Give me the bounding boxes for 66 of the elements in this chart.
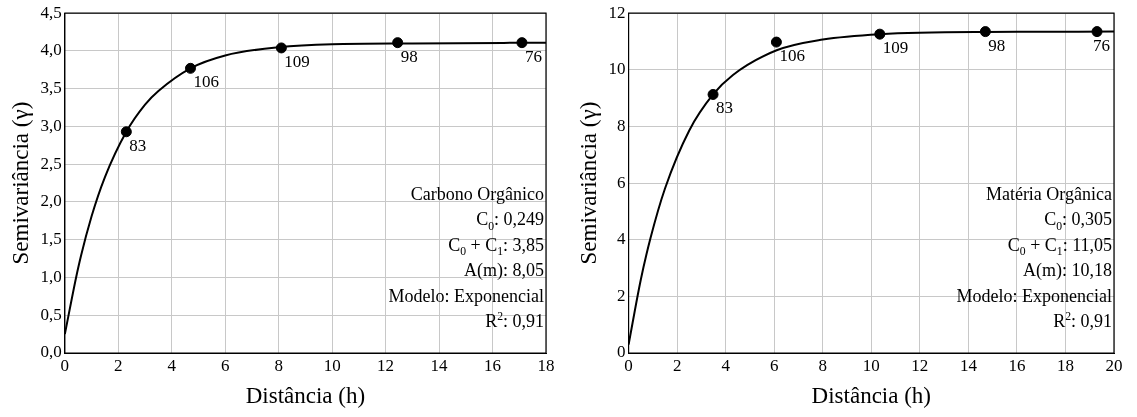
x-tick-label: 10 <box>862 355 880 375</box>
y-tick-label: 1,0 <box>40 266 62 286</box>
y-tick-label: 12 <box>608 2 626 22</box>
x-tick-label: 12 <box>911 355 929 375</box>
annotation: 98 <box>988 35 1006 55</box>
annotation: 76 <box>1093 35 1110 55</box>
point <box>707 88 719 100</box>
y-tick-label: 2,5 <box>40 153 62 173</box>
x-tick-label: 18 <box>537 355 555 375</box>
x-tick-label: 16 <box>1008 355 1026 375</box>
x-tick-label: 6 <box>220 355 230 375</box>
x-tick-label: 8 <box>274 355 283 375</box>
y-tick-label: 8 <box>617 115 626 135</box>
annotation: Modelo: Exponencial <box>388 285 545 306</box>
x-tick-label: 8 <box>818 355 828 375</box>
annotation: 83 <box>129 135 147 155</box>
y-tick-label: 4 <box>617 229 627 249</box>
annotation: 106 <box>779 46 805 66</box>
x-axis-title: Distância (h) <box>245 383 366 409</box>
x-tick-label: 6 <box>769 355 779 375</box>
annotation: Matéria Orgânica <box>985 183 1113 204</box>
x-tick-label: 12 <box>377 355 395 375</box>
x-tick-label: 20 <box>1105 355 1123 375</box>
annotation: 109 <box>882 38 909 58</box>
point <box>275 42 287 54</box>
x-axis-title: Distância (h) <box>811 383 932 409</box>
y-tick-label: 3,0 <box>40 115 62 135</box>
annotation: 76 <box>524 46 542 66</box>
x-tick-label: 2 <box>672 355 682 375</box>
y-tick-label: 2,0 <box>40 191 62 211</box>
point <box>770 36 782 48</box>
y-tick-label: 1,5 <box>40 229 62 249</box>
annotation: A(m): 10,18 <box>1023 260 1113 281</box>
annotation: A(m): 8,05 <box>464 260 545 281</box>
point <box>184 62 196 74</box>
y-tick-label: 0 <box>617 342 626 362</box>
x-tick-label: 16 <box>484 355 502 375</box>
y-axis-title: Semivariância (γ) <box>7 101 33 265</box>
point <box>516 37 528 49</box>
x-tick-label: 10 <box>323 355 341 375</box>
point <box>120 126 132 138</box>
annotation: 98 <box>400 46 418 66</box>
y-tick-label: 0,5 <box>40 304 62 324</box>
x-tick-label: 4 <box>167 355 177 375</box>
y-tick-label: 3,5 <box>40 78 62 98</box>
x-tick-label: 18 <box>1056 355 1074 375</box>
point <box>874 28 886 40</box>
annotation: Carbono Orgânico <box>410 183 544 204</box>
point <box>979 26 991 38</box>
y-tick-label: 6 <box>617 172 626 192</box>
x-tick-label: 4 <box>721 355 731 375</box>
annotation: Modelo: Exponencial <box>956 285 1113 306</box>
point <box>392 37 404 49</box>
y-tick-label: 4,0 <box>40 40 62 60</box>
annotation: 83 <box>716 98 734 118</box>
y-tick-label: 4,5 <box>40 2 62 22</box>
y-tick-label: 0,0 <box>40 342 62 362</box>
x-tick-label: 14 <box>959 355 978 375</box>
y-tick-label: 10 <box>608 59 626 79</box>
x-tick-label: 14 <box>430 355 449 375</box>
x-tick-label: 2 <box>114 355 123 375</box>
annotation: 109 <box>284 51 310 71</box>
point <box>1091 26 1103 38</box>
annotation: 106 <box>193 72 219 92</box>
y-axis-title: Semivariância (γ) <box>575 101 601 265</box>
y-tick-label: 2 <box>617 285 626 305</box>
